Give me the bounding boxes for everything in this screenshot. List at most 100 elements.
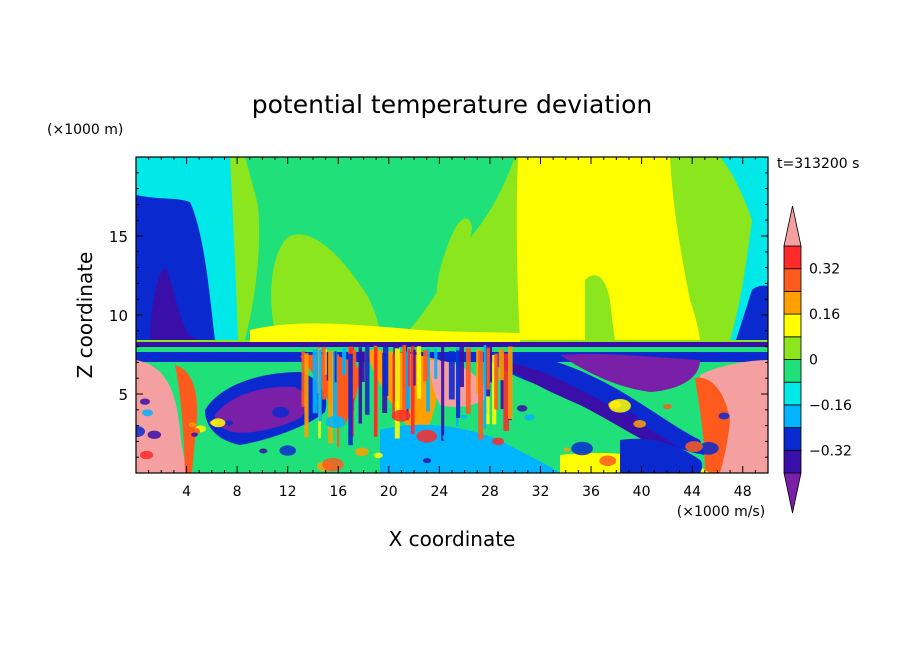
turbulent-streaks	[136, 345, 730, 472]
inversion-yellow-band	[250, 323, 520, 342]
turbulent-eddy	[621, 412, 638, 423]
turbulent-streak	[434, 348, 438, 379]
turbulent-streak	[383, 346, 389, 396]
turbulent-streak	[373, 354, 378, 437]
x-tick-label: 20	[380, 484, 398, 500]
turbulent-streak	[476, 349, 480, 393]
y-tick-label: 10	[109, 307, 128, 325]
turbulent-streak	[348, 353, 353, 446]
turbulent-streak	[498, 349, 504, 381]
turbulent-eddy	[461, 414, 468, 419]
turbulent-eddy	[599, 455, 617, 467]
colorbar-tick-label: 0.16	[809, 307, 840, 323]
colorbar-box	[783, 290, 802, 315]
y-tick-label: 15	[109, 228, 128, 246]
turbulent-eddy	[698, 442, 719, 455]
x-tick-label: 12	[279, 484, 297, 500]
x-tick-label: 32	[532, 484, 550, 500]
turbulent-eddy	[147, 430, 162, 440]
turbulent-streak	[486, 347, 490, 390]
turbulent-eddy	[354, 447, 369, 457]
colorbar: 0.32 0.16 0 −0.16 −0.32	[783, 205, 852, 514]
turbulent-eddy	[416, 429, 438, 443]
colorbar-box	[783, 449, 802, 474]
colorbar-box	[783, 313, 802, 338]
turbulent-eddy	[139, 450, 154, 460]
colorbar-box	[783, 336, 802, 360]
x-unit-label: (×1000 m/s)	[677, 504, 765, 520]
turbulent-eddy	[210, 418, 226, 428]
turbulent-eddy	[188, 422, 197, 428]
time-label: t=313200 s	[777, 156, 859, 172]
x-tick-label: 36	[582, 484, 600, 500]
turbulent-eddy	[442, 432, 458, 442]
colorbar-box	[783, 268, 802, 292]
turbulent-streak	[352, 350, 357, 399]
turbulent-streak	[483, 345, 487, 429]
turbulent-streak	[441, 346, 445, 441]
turbulent-eddy	[272, 406, 290, 418]
purple-blob	[214, 386, 308, 433]
colorbar-tick-label: 0	[809, 353, 818, 369]
lower-left-orange-band	[175, 365, 198, 473]
turbulent-streak	[332, 351, 338, 424]
turbulent-streak	[478, 350, 484, 440]
x-tick-label: 4	[182, 484, 191, 500]
right-purple-band	[560, 353, 700, 392]
colorbar-box	[783, 381, 802, 406]
y-axis-ticks: 5 10 15	[109, 172, 768, 458]
turbulent-eddy	[391, 409, 411, 422]
upper-green-plume	[271, 234, 380, 332]
turbulent-eddy	[685, 441, 703, 453]
turbulent-streak	[410, 346, 415, 435]
turbulent-streak	[322, 347, 326, 400]
turbulent-eddy	[718, 412, 730, 420]
chart-title: potential temperature deviation	[252, 90, 652, 119]
turbulent-eddy	[141, 409, 154, 417]
turbulent-streak	[465, 347, 471, 414]
colorbar-top-arrow	[783, 205, 802, 247]
x-tick-label: 8	[233, 484, 242, 500]
turbulent-eddy	[136, 425, 146, 438]
turbulent-streak	[404, 351, 411, 409]
lower-blue-region	[620, 438, 703, 473]
y-unit-label: (×1000 m)	[47, 122, 123, 138]
turbulent-streak	[334, 351, 337, 383]
x-axis-ticks: 4 8 12 16 20 24 28 32 36 40 44 48	[148, 157, 756, 500]
upper-green-tongue	[436, 218, 472, 306]
upper-left-navy-core	[150, 268, 200, 340]
y-axis-label: Z coordinate	[73, 252, 97, 379]
turbulent-streak	[358, 347, 362, 424]
turbulent-eddy	[325, 415, 346, 429]
x-axis-label: X coordinate	[389, 527, 516, 551]
turbulent-eddy	[279, 445, 296, 456]
turbulent-streak	[408, 348, 411, 387]
upper-green-patch	[585, 275, 615, 340]
x-tick-label: 24	[430, 484, 448, 500]
turbulent-streak	[337, 354, 340, 448]
x-tick-label: 40	[633, 484, 651, 500]
turbulent-streak	[416, 346, 422, 399]
turbulent-streak	[459, 346, 464, 388]
turbulent-streak	[301, 350, 305, 407]
colorbar-tick-label: −0.32	[809, 443, 852, 459]
x-tick-label: 28	[481, 484, 499, 500]
turbulent-streak	[392, 354, 395, 419]
turbulent-eddy	[609, 399, 631, 413]
colorbar-bottom-arrow	[783, 472, 802, 514]
upper-yellow-region	[516, 157, 700, 340]
colorbar-tick-label: 0.32	[809, 262, 840, 278]
turbulent-eddy	[633, 419, 647, 428]
turbulent-eddy	[493, 447, 516, 461]
turbulent-streak	[342, 348, 347, 375]
inversion-dark-band	[136, 342, 768, 347]
turbulent-streak	[448, 351, 455, 400]
turbulent-eddy	[571, 441, 593, 456]
diagonal-navy-band	[500, 362, 680, 455]
turbulent-eddy	[516, 405, 528, 412]
turbulent-eddy	[224, 420, 234, 426]
turbulent-eddy	[191, 432, 198, 437]
turbulent-eddy	[663, 403, 672, 410]
lower-left-pink	[136, 360, 188, 473]
